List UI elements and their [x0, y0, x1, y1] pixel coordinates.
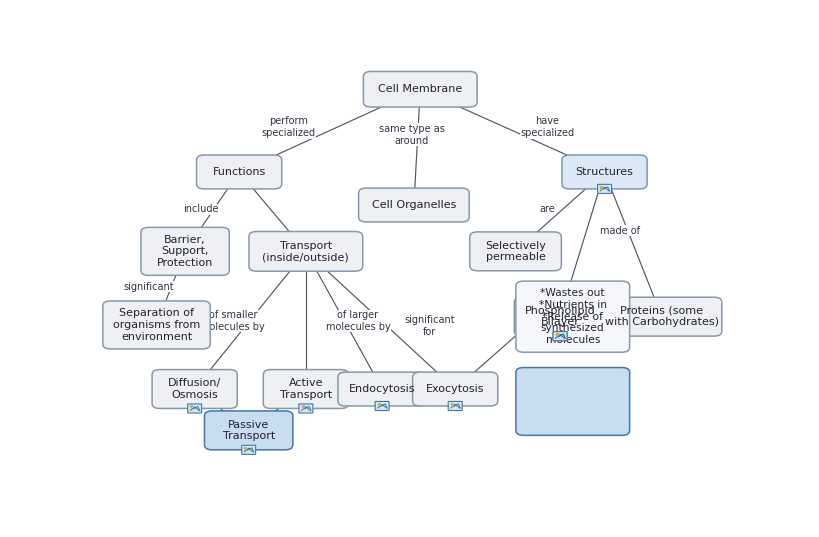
Text: Endocytosis: Endocytosis — [348, 384, 415, 394]
FancyBboxPatch shape — [242, 445, 256, 454]
FancyBboxPatch shape — [601, 297, 721, 336]
FancyBboxPatch shape — [204, 411, 292, 450]
FancyBboxPatch shape — [515, 281, 629, 352]
Text: Cell Membrane: Cell Membrane — [378, 84, 462, 95]
FancyBboxPatch shape — [469, 232, 561, 271]
FancyBboxPatch shape — [597, 184, 611, 193]
FancyBboxPatch shape — [102, 301, 210, 349]
FancyBboxPatch shape — [358, 188, 468, 222]
Text: Separation of
organisms from
environment: Separation of organisms from environment — [113, 308, 200, 342]
FancyBboxPatch shape — [515, 367, 629, 436]
Text: Diffusion/
Osmosis: Diffusion/ Osmosis — [168, 378, 221, 400]
FancyBboxPatch shape — [561, 155, 646, 189]
FancyBboxPatch shape — [152, 369, 237, 409]
FancyBboxPatch shape — [188, 404, 201, 413]
Text: *Wastes out
*Nutrients in
*Release of
synthesized
molecules: *Wastes out *Nutrients in *Release of sy… — [538, 288, 606, 345]
FancyBboxPatch shape — [448, 402, 462, 410]
FancyBboxPatch shape — [552, 331, 567, 340]
Text: Passive
Transport: Passive Transport — [222, 419, 274, 441]
FancyBboxPatch shape — [263, 369, 348, 409]
FancyBboxPatch shape — [552, 331, 567, 340]
FancyBboxPatch shape — [249, 231, 362, 271]
Text: Cell Organelles: Cell Organelles — [371, 200, 455, 210]
Text: of smaller
molecules by: of smaller molecules by — [200, 310, 265, 332]
FancyBboxPatch shape — [337, 372, 426, 406]
FancyBboxPatch shape — [298, 404, 313, 413]
Text: significant: significant — [123, 282, 174, 292]
Text: of larger
molecules by: of larger molecules by — [325, 310, 390, 332]
FancyBboxPatch shape — [141, 227, 229, 275]
Text: Exocytosis: Exocytosis — [425, 384, 484, 394]
Text: significant
for: significant for — [404, 315, 455, 337]
Text: Active
Transport: Active Transport — [279, 378, 332, 400]
Text: Phospholipid
Bilayer: Phospholipid Bilayer — [524, 306, 595, 328]
Text: Selectively
permeable: Selectively permeable — [485, 241, 545, 262]
FancyBboxPatch shape — [412, 372, 497, 406]
FancyBboxPatch shape — [374, 402, 389, 410]
FancyBboxPatch shape — [363, 71, 477, 107]
FancyBboxPatch shape — [514, 297, 605, 336]
FancyBboxPatch shape — [197, 155, 282, 189]
Text: have
specialized: have specialized — [519, 117, 574, 138]
Text: perform
specialized: perform specialized — [261, 117, 315, 138]
Text: are: are — [539, 204, 554, 214]
Text: Proteins (some
with Carbohydrates): Proteins (some with Carbohydrates) — [604, 306, 718, 328]
Text: Functions: Functions — [212, 167, 265, 177]
Text: Transport
(inside/outside): Transport (inside/outside) — [262, 241, 349, 262]
Text: Barrier,
Support,
Protection: Barrier, Support, Protection — [156, 235, 213, 268]
Text: made of: made of — [600, 226, 640, 236]
Text: include: include — [183, 204, 219, 214]
Text: same type as
around: same type as around — [378, 124, 445, 146]
Text: Structures: Structures — [575, 167, 633, 177]
